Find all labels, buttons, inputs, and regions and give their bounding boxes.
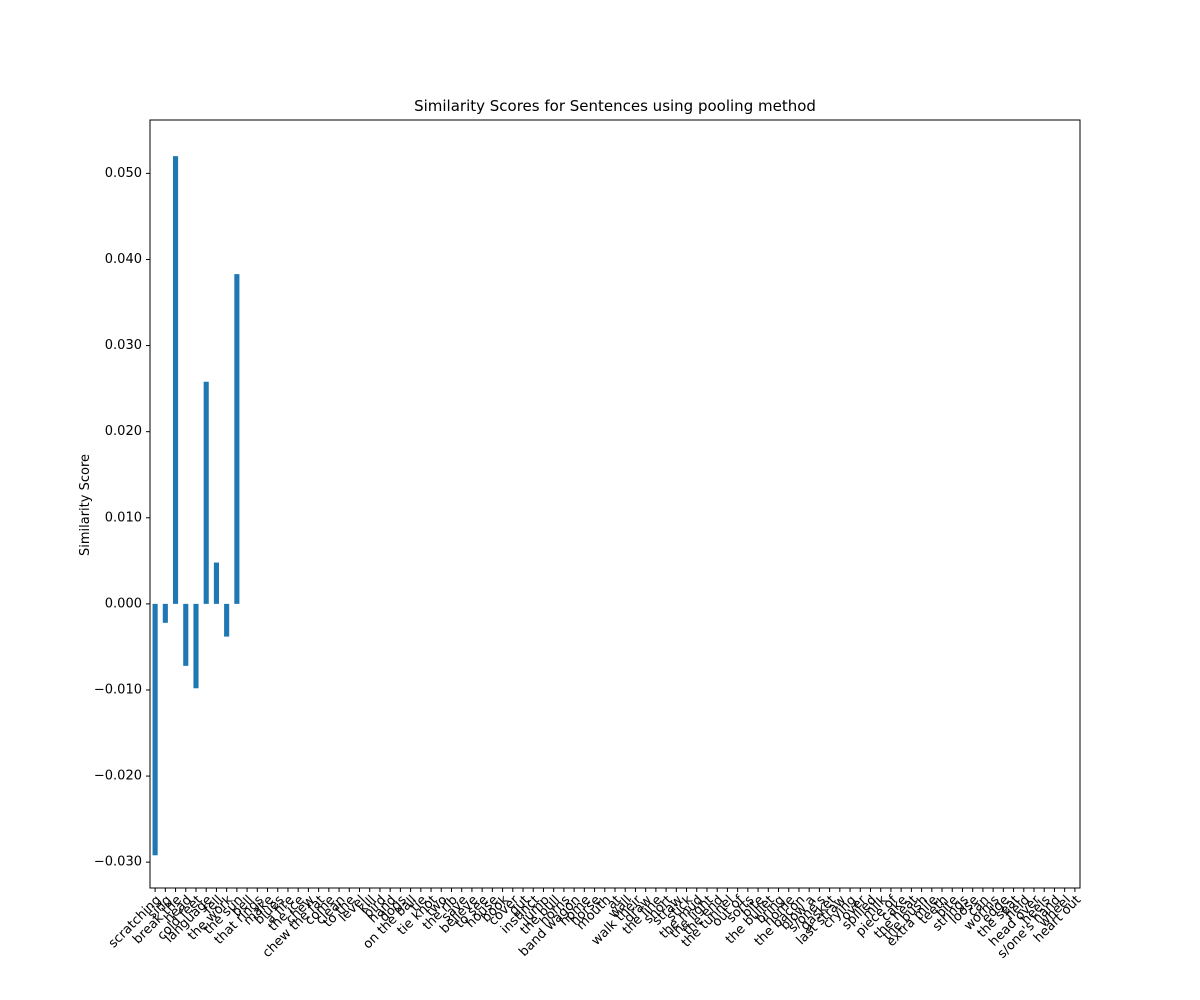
y-tick-label: −0.010 bbox=[94, 682, 142, 697]
bar bbox=[224, 603, 230, 637]
bar bbox=[213, 562, 219, 604]
y-tick-label: 0.000 bbox=[105, 596, 142, 611]
y-tick-label: 0.050 bbox=[105, 166, 142, 181]
bar bbox=[183, 603, 189, 666]
y-tick-label: −0.030 bbox=[94, 855, 142, 870]
y-tick-label: 0.020 bbox=[105, 424, 142, 439]
bar bbox=[172, 156, 179, 604]
bar bbox=[234, 274, 240, 604]
y-axis-label: Similarity Score bbox=[78, 454, 93, 556]
plot-frame bbox=[149, 119, 1081, 889]
y-tick-label: 0.010 bbox=[105, 510, 142, 525]
chart-title: Similarity Scores for Sentences using po… bbox=[414, 97, 816, 115]
bar bbox=[193, 603, 199, 689]
y-tick-label: −0.020 bbox=[94, 769, 142, 784]
bar bbox=[162, 603, 168, 623]
y-tick-label: 0.040 bbox=[105, 252, 142, 267]
y-tick-label: 0.030 bbox=[105, 338, 142, 353]
bar bbox=[152, 603, 158, 856]
bar bbox=[203, 381, 209, 604]
